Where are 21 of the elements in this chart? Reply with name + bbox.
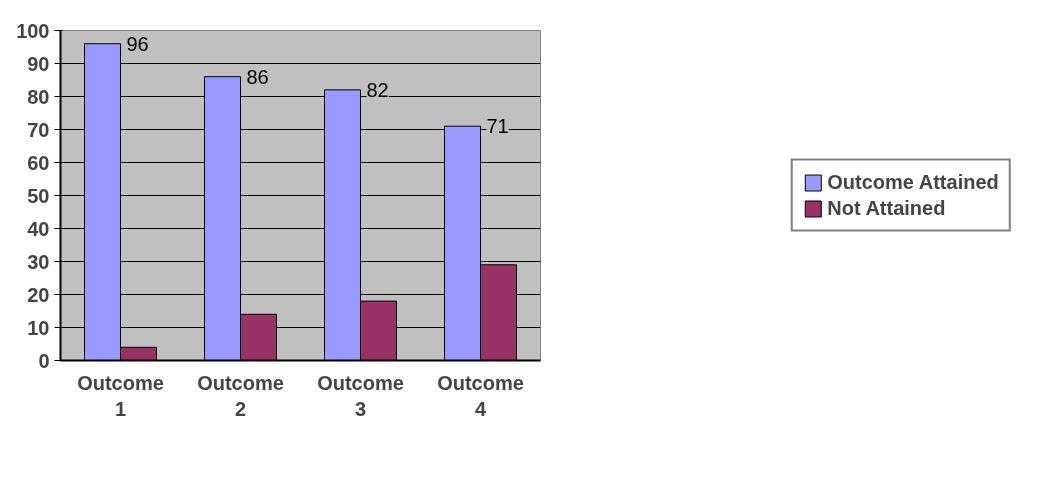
data-label: 82: [366, 78, 389, 101]
x-tick-label: Outcome 3: [317, 371, 404, 420]
x-tick-label: Outcome 2: [197, 371, 284, 420]
x-tick-label: Outcome 4: [437, 371, 524, 420]
y-tick-label: 30: [27, 250, 50, 273]
y-tick-label: 20: [27, 283, 50, 306]
y-tick-label: 10: [27, 316, 50, 339]
data-label: 96: [126, 32, 149, 55]
y-tick-label: 80: [27, 85, 50, 108]
y-tick-label: 40: [27, 217, 50, 240]
legend-label: Not Attained: [827, 196, 946, 220]
data-label: 71: [486, 115, 509, 138]
legend-label: Outcome Attained: [827, 170, 999, 194]
y-tick-label: 0: [38, 349, 50, 372]
x-tick-label: Outcome 1: [77, 371, 164, 420]
y-tick-label: 70: [27, 118, 50, 141]
y-tick-label: 100: [16, 19, 50, 42]
y-tick-label: 50: [27, 184, 50, 207]
y-tick-label: 60: [27, 151, 50, 174]
y-tick-label: 90: [27, 52, 50, 75]
data-label: 86: [246, 65, 269, 88]
